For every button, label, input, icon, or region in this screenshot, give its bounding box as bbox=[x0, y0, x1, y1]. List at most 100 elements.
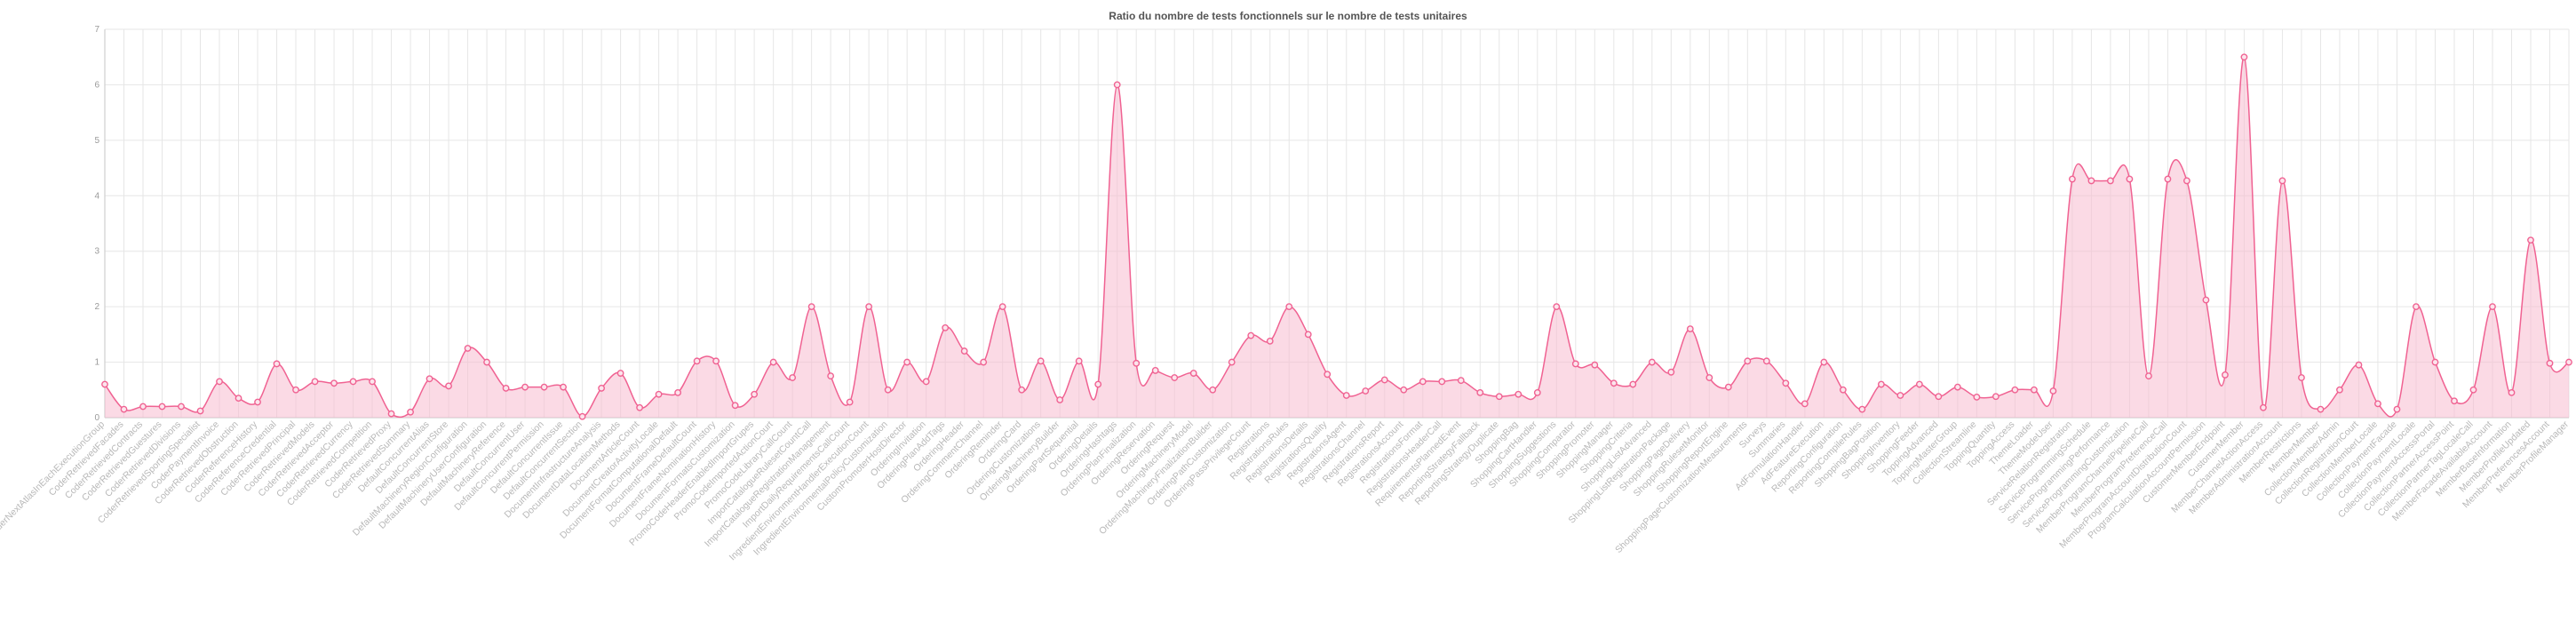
data-point bbox=[1304, 331, 1312, 339]
data-point bbox=[2068, 175, 2076, 183]
data-point bbox=[636, 403, 644, 411]
data-point bbox=[2278, 177, 2286, 185]
data-point bbox=[1610, 379, 1618, 387]
data-point bbox=[922, 378, 930, 386]
data-point bbox=[330, 379, 338, 387]
data-point bbox=[158, 403, 166, 411]
data-point bbox=[1629, 380, 1637, 388]
y-tick-label: 7 bbox=[94, 25, 99, 35]
data-point bbox=[903, 358, 911, 366]
data-point bbox=[674, 389, 682, 396]
data-point bbox=[2145, 372, 2152, 380]
data-point bbox=[2049, 387, 2057, 395]
data-point bbox=[2508, 389, 2516, 396]
series-area bbox=[105, 57, 2569, 418]
data-point bbox=[2489, 303, 2496, 311]
data-point bbox=[1648, 358, 1656, 366]
data-point bbox=[1266, 337, 1274, 345]
data-point bbox=[1935, 393, 1943, 401]
data-point bbox=[1515, 390, 1523, 398]
data-point bbox=[540, 383, 548, 391]
data-point bbox=[502, 385, 510, 392]
data-point bbox=[578, 412, 586, 420]
data-point bbox=[2260, 403, 2267, 411]
data-point bbox=[1553, 303, 1561, 311]
data-point bbox=[216, 378, 223, 386]
data-point bbox=[2413, 303, 2420, 311]
x-tick-labels: CoderNextAtlasInEachExecutionGroupCoderR… bbox=[0, 419, 2571, 562]
data-point bbox=[1324, 371, 1332, 379]
data-point bbox=[349, 378, 357, 386]
data-point bbox=[2030, 386, 2038, 394]
data-point bbox=[2431, 358, 2439, 366]
data-point bbox=[1495, 393, 1503, 401]
data-point bbox=[2355, 361, 2363, 369]
data-point bbox=[960, 347, 968, 355]
data-point bbox=[2565, 358, 2572, 366]
y-tick-label: 4 bbox=[94, 191, 99, 201]
data-point bbox=[2087, 177, 2095, 185]
data-point bbox=[235, 395, 242, 403]
data-point bbox=[1820, 358, 1828, 366]
data-point bbox=[1438, 378, 1446, 386]
data-point bbox=[1667, 368, 1675, 376]
data-point bbox=[1247, 331, 1255, 339]
data-point bbox=[483, 358, 490, 366]
data-point bbox=[1285, 303, 1293, 311]
data-point bbox=[1476, 389, 1484, 396]
data-point bbox=[2202, 296, 2210, 304]
data-point bbox=[311, 378, 319, 386]
data-point bbox=[1896, 392, 1904, 399]
data-point bbox=[1362, 387, 1370, 395]
data-point bbox=[1724, 383, 1732, 391]
data-point bbox=[1858, 405, 1866, 413]
data-point bbox=[789, 374, 797, 381]
chart-title: Ratio du nombre de tests fonctionnels su… bbox=[1109, 10, 1467, 22]
data-point bbox=[1151, 367, 1159, 374]
y-tick-label: 6 bbox=[94, 80, 99, 90]
data-point bbox=[254, 398, 261, 406]
data-point bbox=[2451, 397, 2458, 405]
data-point bbox=[998, 303, 1006, 311]
data-point bbox=[425, 375, 433, 383]
data-point bbox=[2298, 374, 2305, 381]
y-tick-label: 3 bbox=[94, 247, 99, 257]
data-point bbox=[1705, 374, 1713, 381]
data-point bbox=[1171, 374, 1179, 381]
data-point bbox=[196, 407, 204, 415]
data-point bbox=[560, 383, 567, 391]
data-point bbox=[369, 378, 376, 386]
data-point bbox=[1037, 357, 1045, 365]
data-point bbox=[1571, 360, 1579, 368]
data-point bbox=[1839, 386, 1847, 394]
data-point bbox=[2317, 405, 2325, 413]
data-point bbox=[1189, 370, 1197, 377]
data-point bbox=[1209, 386, 1217, 394]
data-point bbox=[1380, 376, 1388, 384]
data-point bbox=[884, 386, 892, 394]
y-tick-label: 1 bbox=[94, 358, 99, 368]
data-point bbox=[1419, 378, 1427, 386]
data-point bbox=[407, 408, 414, 416]
data-point bbox=[1533, 389, 1541, 396]
data-point bbox=[616, 370, 624, 377]
data-point bbox=[846, 398, 854, 406]
data-point bbox=[464, 345, 472, 352]
data-point bbox=[2107, 177, 2114, 185]
data-point bbox=[1457, 377, 1465, 385]
data-point bbox=[1782, 379, 1790, 387]
data-point bbox=[598, 385, 606, 392]
data-point bbox=[712, 357, 720, 365]
data-point bbox=[2469, 386, 2477, 394]
data-point bbox=[521, 383, 529, 391]
data-point bbox=[865, 303, 873, 311]
data-point bbox=[1094, 380, 1102, 388]
data-point bbox=[1992, 393, 2000, 401]
data-point bbox=[980, 358, 988, 366]
data-point bbox=[2393, 405, 2401, 413]
y-tick-label: 2 bbox=[94, 302, 99, 312]
data-point bbox=[1133, 359, 1141, 367]
data-point bbox=[655, 390, 663, 398]
